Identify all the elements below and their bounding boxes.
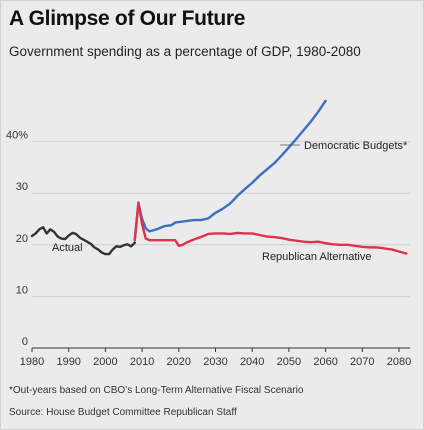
x-tick-label: 2010 (130, 356, 154, 368)
x-tick-label: 2040 (240, 356, 264, 368)
annotation-democratic: Democratic Budgets* (304, 140, 408, 152)
y-tick-label: 30 (16, 181, 28, 193)
x-tick-label: 1980 (20, 356, 44, 368)
x-tick-label: 2060 (313, 356, 337, 368)
x-tick-label: 2050 (277, 356, 301, 368)
x-axis: 1980 1990 2000 2010 2020 2030 2040 2050 2060 2070… (20, 347, 411, 368)
series-line-republican (133, 201, 408, 255)
x-tick-label: 2080 (387, 356, 411, 368)
chart-subtitle: Government spending as a percentage of G… (9, 44, 361, 59)
y-axis-ticks: 0 10 20 30 40% (6, 130, 28, 348)
y-tick-label: 40% (6, 130, 28, 142)
source-note: Source: House Budget Committee Republica… (9, 407, 237, 418)
annotation-republican: Republican Alternative (262, 251, 371, 263)
x-tick-label: 2070 (350, 356, 374, 368)
grid-lines (32, 141, 410, 297)
series-lines (30, 99, 408, 256)
page-title: A Glimpse of Our Future (9, 7, 246, 30)
annotation-actual: Actual (52, 242, 83, 254)
x-tick-label: 1990 (56, 356, 80, 368)
x-tick-label: 2000 (93, 356, 117, 368)
series-line-actual (30, 226, 136, 256)
footnote: *Out-years based on CBO’s Long-Term Alte… (9, 385, 304, 396)
y-tick-label: 0 (22, 336, 28, 348)
x-tick-label: 2030 (203, 356, 227, 368)
annotations: Actual Democratic Budgets* Republican Al… (52, 140, 408, 263)
series-line-democratic (133, 99, 327, 242)
y-tick-label: 10 (16, 284, 28, 296)
x-tick-label: 2020 (167, 356, 191, 368)
y-tick-label: 20 (16, 233, 28, 245)
